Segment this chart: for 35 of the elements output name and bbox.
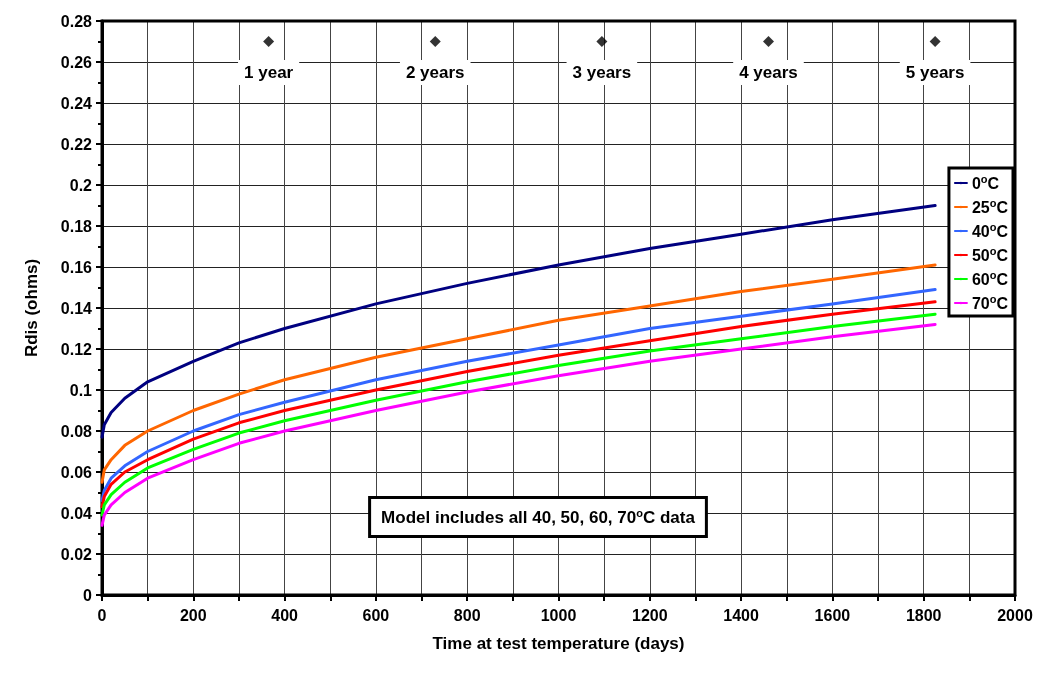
x-tick-label: 200 [179,606,207,624]
x-tick-label: 1200 [632,606,668,624]
x-axis-title: Time at test temperature (days) [432,634,685,653]
line-series [100,263,937,484]
y-tick-label: 0.12 [60,340,93,358]
y-tick-label: 0.16 [60,258,93,276]
y-tick-label: 0.18 [60,217,93,235]
y-tick-label: 0.08 [60,422,93,440]
x-tick-label: 2000 [997,606,1033,624]
x-tick-label: 1000 [540,606,577,624]
y-tick-label: 0 [83,586,93,604]
y-tick-label: 0.22 [60,135,93,153]
x-tick-label: 1600 [814,606,851,624]
y-tick-label: 0.26 [60,53,93,71]
y-tick-label: 0.1 [69,381,93,399]
x-tick-label: 600 [362,606,390,624]
x-tick-label: 800 [453,606,481,624]
y-tick-label: 0.14 [60,299,93,317]
y-tick-label: 0.06 [60,463,93,481]
y-axis-title: Rdis (ohms) [22,258,41,358]
y-tick-label: 0.2 [69,176,93,194]
x-tick-label: 1400 [723,606,759,624]
annotation: 3 years [572,63,632,82]
y-tick-label: 0.02 [60,545,93,563]
y-tick-label: 0.04 [60,504,93,522]
x-tick-label: 0 [97,606,107,624]
y-tick-label: 0.24 [60,94,93,112]
line-series [100,204,937,439]
annotation: 5 years [905,63,965,82]
annotation: 2 years [405,63,465,82]
annotation: 4 years [739,63,798,82]
x-tick-label: 400 [271,606,299,624]
annotation: 1 year [244,63,294,82]
y-tick-label: 0.28 [60,12,93,30]
x-tick-label: 1800 [905,606,942,624]
